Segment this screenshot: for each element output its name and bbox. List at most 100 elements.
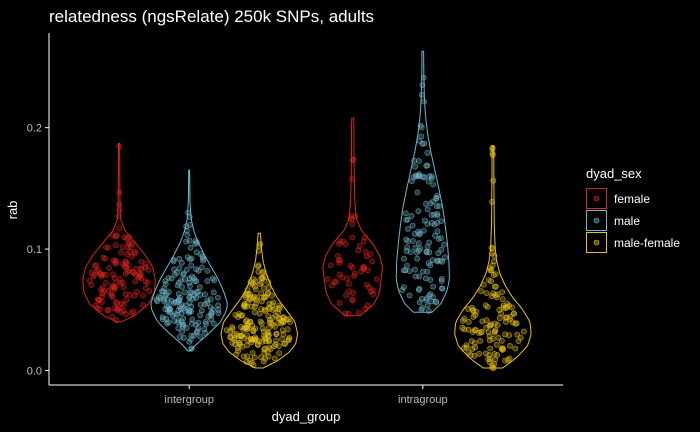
data-point xyxy=(493,341,500,348)
data-point xyxy=(415,240,422,247)
legend: dyad_sex female male male-female xyxy=(586,166,680,253)
points-male-female-intergroup xyxy=(223,240,293,369)
data-point xyxy=(195,319,202,326)
data-point xyxy=(285,336,292,343)
data-point xyxy=(193,249,200,256)
data-point xyxy=(434,192,440,199)
data-point xyxy=(336,240,342,247)
data-point xyxy=(492,283,499,290)
data-point xyxy=(403,248,410,254)
data-point xyxy=(251,303,258,310)
data-point xyxy=(265,353,272,360)
data-point xyxy=(469,329,476,335)
data-point xyxy=(240,353,247,360)
data-point xyxy=(201,326,208,333)
legend-point xyxy=(593,217,600,224)
points-male-female-intragroup xyxy=(459,144,527,371)
legend-label: male xyxy=(614,214,640,228)
data-point xyxy=(433,299,440,305)
data-point xyxy=(423,295,430,302)
data-point xyxy=(405,225,411,232)
data-point xyxy=(285,316,292,323)
data-point xyxy=(138,271,144,278)
data-point xyxy=(119,244,126,251)
data-point xyxy=(496,315,503,322)
data-point xyxy=(271,355,278,362)
data-point xyxy=(207,296,214,303)
x-axis-title: dyad_group xyxy=(272,409,341,424)
data-point xyxy=(477,337,484,344)
data-point xyxy=(433,203,440,210)
data-point xyxy=(239,343,246,350)
data-point xyxy=(498,310,505,317)
data-point xyxy=(249,350,256,356)
data-point xyxy=(113,257,119,264)
data-point xyxy=(256,242,263,249)
data-point xyxy=(207,304,214,311)
data-point xyxy=(461,344,467,351)
data-point xyxy=(402,210,409,217)
data-point xyxy=(424,268,431,275)
data-point xyxy=(424,221,431,227)
data-point xyxy=(188,332,195,339)
data-point xyxy=(175,290,182,297)
data-point xyxy=(109,313,116,320)
data-point xyxy=(427,291,434,298)
data-point xyxy=(174,269,180,276)
data-point xyxy=(439,285,445,292)
data-point xyxy=(188,303,195,310)
data-point xyxy=(499,289,505,295)
data-point xyxy=(268,292,275,299)
data-point xyxy=(210,289,217,296)
violin-female-intergroup xyxy=(82,143,156,323)
data-point xyxy=(499,346,506,353)
data-point xyxy=(168,275,175,282)
data-point xyxy=(419,140,426,147)
data-point xyxy=(363,281,370,288)
data-point xyxy=(159,316,166,323)
data-point xyxy=(250,276,257,283)
data-point xyxy=(180,323,186,330)
data-point xyxy=(120,284,127,291)
y-tick-label: 0.2 xyxy=(27,123,42,135)
data-point xyxy=(176,265,183,272)
data-point xyxy=(258,306,265,312)
data-point xyxy=(266,319,273,326)
data-point xyxy=(370,291,376,297)
data-point xyxy=(204,278,211,284)
data-point xyxy=(113,317,120,324)
data-point xyxy=(260,294,267,301)
violin-male-female-intragroup xyxy=(454,145,532,369)
data-point xyxy=(176,255,183,262)
data-point xyxy=(337,257,344,263)
chart-title: relatedness (ngsRelate) 250k SNPs, adult… xyxy=(49,7,374,26)
data-point xyxy=(170,258,177,265)
data-point xyxy=(324,276,331,283)
data-point xyxy=(405,238,412,245)
data-point xyxy=(105,244,112,251)
data-point xyxy=(197,312,203,319)
data-point xyxy=(196,284,203,291)
data-point xyxy=(249,280,256,287)
data-point xyxy=(276,350,283,356)
data-point xyxy=(478,329,484,336)
data-point xyxy=(491,252,498,259)
data-point xyxy=(252,336,259,343)
data-point xyxy=(144,279,151,286)
data-point xyxy=(110,271,116,278)
data-point xyxy=(260,328,267,335)
data-point xyxy=(364,267,371,274)
data-point xyxy=(327,262,334,269)
data-point xyxy=(414,189,421,196)
data-point xyxy=(400,267,407,274)
data-point xyxy=(369,258,376,265)
data-point xyxy=(186,237,193,244)
data-point xyxy=(461,326,468,333)
data-point xyxy=(180,321,187,328)
violin-male-female-intergroup xyxy=(220,232,299,369)
data-point xyxy=(419,82,426,88)
data-point xyxy=(102,255,108,262)
violin-male-intragroup xyxy=(395,50,450,313)
data-point xyxy=(434,210,441,217)
data-point xyxy=(103,271,109,278)
